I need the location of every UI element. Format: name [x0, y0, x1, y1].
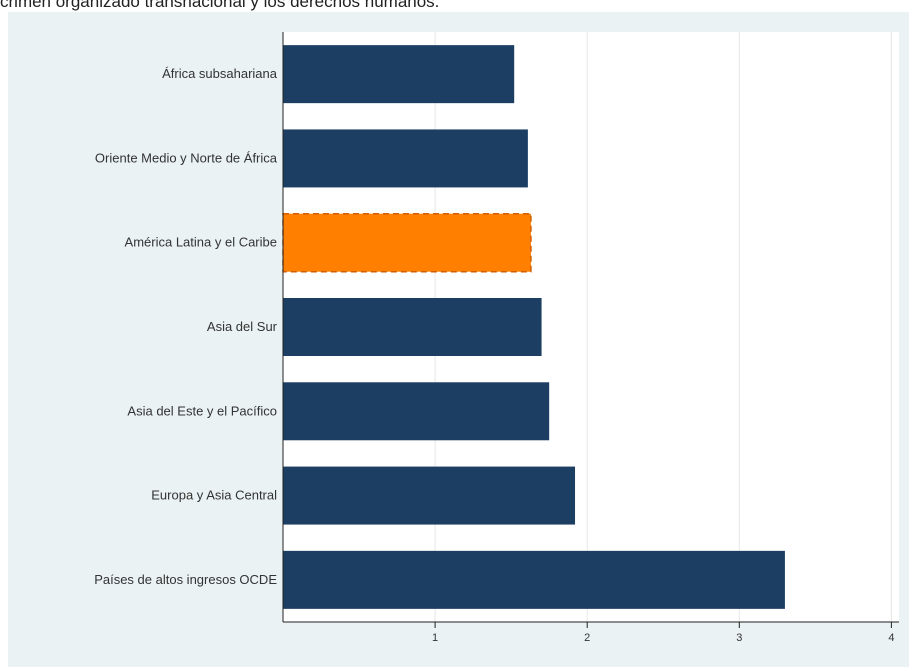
bar-highlighted	[282, 212, 532, 273]
x-tick-label: 3	[736, 632, 742, 644]
category-label: Oriente Medio y Norte de África	[95, 150, 278, 165]
bar	[283, 129, 528, 188]
x-tick-label: 1	[432, 632, 438, 644]
x-tick-label: 2	[584, 632, 590, 644]
category-labels: África subsahariana Oriente Medio y Norte…	[94, 66, 278, 587]
bar	[283, 466, 576, 525]
x-axis-ticks: 1 2 3 4	[432, 622, 894, 644]
category-label: Países de altos ingresos OCDE	[94, 572, 277, 587]
category-label: Asia del Sur	[207, 319, 278, 334]
caption-text: crimen organizado transnacional y los de…	[0, 0, 440, 11]
category-label: Europa y Asia Central	[151, 488, 277, 503]
bar	[283, 382, 550, 441]
category-label: América Latina y el Caribe	[125, 235, 277, 250]
bar	[283, 298, 542, 356]
bars	[282, 45, 785, 609]
category-label: África subsahariana	[162, 66, 278, 81]
bar	[283, 550, 785, 609]
x-tick-label: 4	[888, 632, 894, 644]
bar	[283, 45, 515, 104]
category-label: Asia del Este y el Pacífico	[127, 403, 277, 418]
